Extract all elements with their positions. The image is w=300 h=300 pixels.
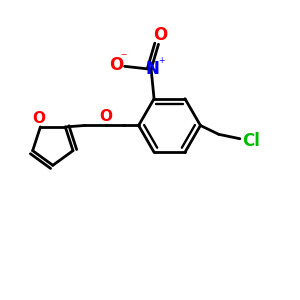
- Text: O: O: [153, 26, 167, 44]
- Text: Cl: Cl: [242, 132, 260, 150]
- Text: O: O: [99, 109, 112, 124]
- Text: N: N: [146, 60, 160, 78]
- Text: $^-$: $^-$: [119, 52, 129, 62]
- Text: $^+$: $^+$: [157, 56, 166, 66]
- Text: O: O: [32, 111, 45, 126]
- Text: O: O: [109, 56, 123, 74]
